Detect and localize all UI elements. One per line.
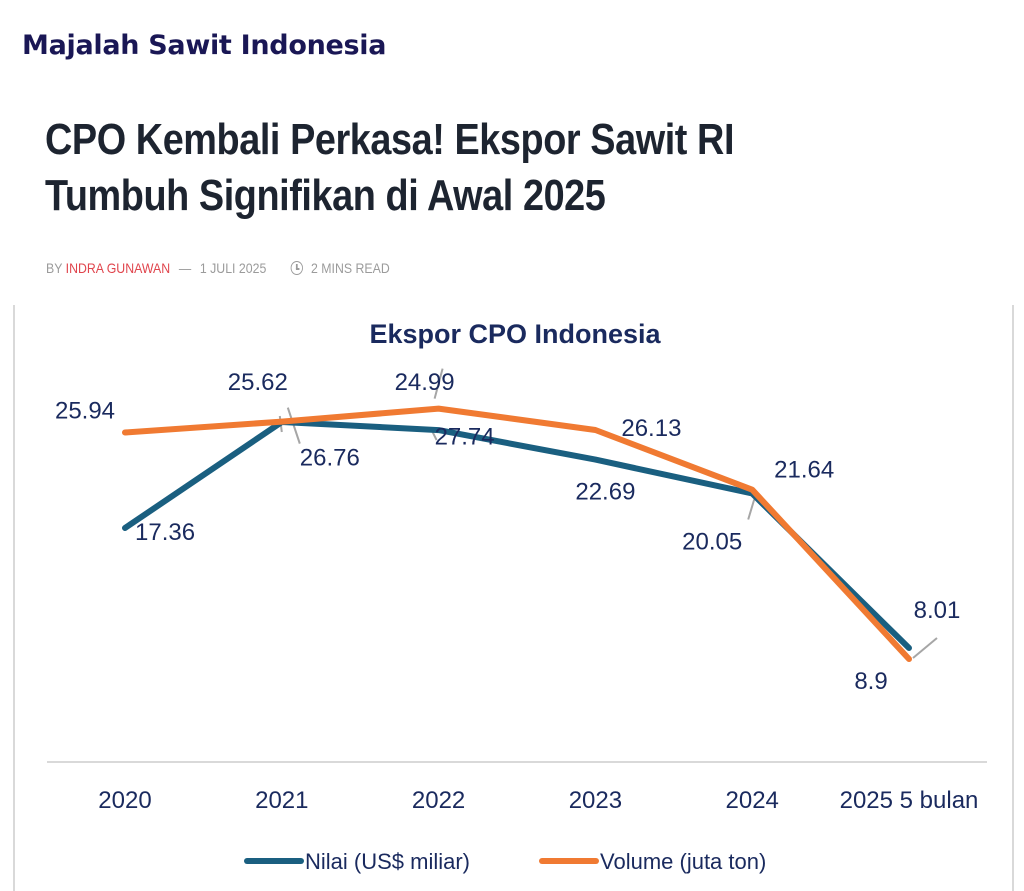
read-time: 2 MINS READ (311, 260, 390, 276)
data-label-nilai: 20.05 (682, 528, 742, 555)
series-line-volume (122, 405, 912, 662)
data-label-nilai: 24.99 (395, 369, 455, 396)
data-label-volume: 26.13 (621, 415, 681, 442)
x-tick-label: 2024 (726, 787, 779, 814)
article-title: CPO Kembali Perkasa! Ekspor Sawit RI Tum… (45, 115, 735, 220)
author-link[interactable]: INDRA GUNAWAN (65, 260, 171, 276)
data-labels: 17.36 25.62 24.99 22.69 20.05 8.01 25.94 26.76 2… (55, 369, 960, 695)
x-tick-label: 2025 5 bulan (840, 787, 979, 814)
chart-title: Ekspor CPO Indonesia (369, 319, 661, 349)
x-tick-label: 2021 (255, 787, 308, 814)
data-label-nilai: 22.69 (575, 479, 635, 506)
chart-legend: Nilai (US$ miliar) Volume (juta ton) (244, 849, 766, 874)
data-label-volume: 8.9 (854, 668, 887, 695)
legend-label: Volume (juta ton) (600, 849, 766, 874)
data-label-volume: 25.94 (55, 398, 115, 425)
data-label-nilai: 17.36 (135, 519, 195, 546)
x-tick-labels: 2020 2021 2022 2023 2024 2025 5 bulan (98, 787, 978, 814)
leader-line (286, 407, 301, 444)
data-label-volume: 27.74 (435, 424, 495, 451)
data-label-nilai: 25.62 (228, 369, 288, 396)
legend-item-nilai[interactable]: Nilai (US$ miliar) (244, 849, 470, 874)
clock-icon (290, 261, 304, 275)
series-lines (122, 405, 912, 662)
label-leader-lines (278, 368, 938, 659)
data-label-volume: 26.76 (300, 445, 360, 472)
leader-line (431, 431, 438, 441)
byline-prefix: BY (46, 260, 63, 276)
data-label-volume: 21.64 (774, 457, 834, 484)
x-tick-label: 2023 (569, 787, 622, 814)
leader-line (747, 499, 756, 520)
x-tick-label: 2020 (98, 787, 151, 814)
legend-item-volume[interactable]: Volume (juta ton) (539, 849, 766, 874)
article-meta: BY INDRA GUNAWAN — 1 JULI 2025 2 MINS RE… (46, 260, 390, 276)
leader-line (433, 368, 444, 399)
x-tick-label: 2022 (412, 787, 465, 814)
data-label-nilai: 8.01 (914, 597, 961, 624)
line-chart: Ekspor CPO Indonesia 2020 2021 2022 2023 202… (47, 319, 987, 874)
legend-label: Nilai (US$ miliar) (305, 849, 470, 874)
publish-date: 1 JULI 2025 (199, 260, 267, 276)
site-brand[interactable]: Majalah Sawit Indonesia (22, 30, 387, 61)
meta-separator: — (178, 260, 192, 276)
chart-container: Ekspor CPO Indonesia 2020 2021 2022 2023 202… (13, 305, 1014, 891)
leader-line (912, 637, 938, 659)
